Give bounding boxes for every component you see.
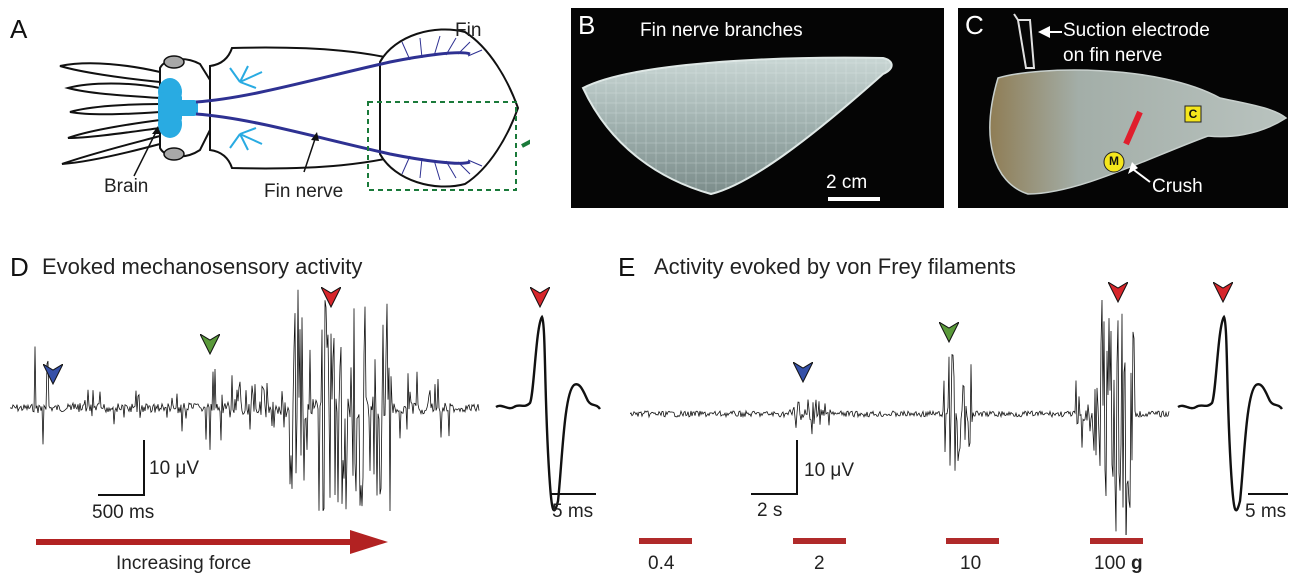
fin-crush-illustration [989,13,1288,195]
panel-d-marker-red [321,287,341,309]
stimulus-bar-10 [946,538,999,544]
panel-e-scale-vertical [796,440,798,495]
panel-e-scale-voltage: 10 μV [804,460,855,481]
electrode-label-line2: on fin nerve [1063,45,1163,66]
crush-label: Crush [1152,176,1203,197]
panel-d-recording [10,289,480,512]
panel-b-scale-label: 2 cm [826,172,868,193]
stimulus-label-2: 2 [814,553,825,574]
panel-e-marker-blue [793,362,813,384]
squid-eye-top [163,55,185,69]
panel-d-scale-vertical [143,440,145,496]
panel-c-photo [958,8,1288,208]
panel-e-marker-green [939,322,959,344]
stimulus-unit-g: g [1130,553,1143,574]
panel-e-inset-marker-red [1213,282,1233,304]
increasing-force-arrow [36,530,388,554]
panel-e-inset-spike [1177,314,1283,512]
panel-d-inset-marker-red [530,287,550,309]
marker-c-square [1184,105,1202,123]
fin-photo-illustration [581,56,893,196]
brain-shape [158,78,198,138]
marker-m-circle [1103,151,1125,173]
panel-d-scale-voltage: 10 μV [149,458,200,479]
label-fin: Fin [455,20,482,41]
crush-line [1123,110,1143,146]
stimulus-bar-2 [793,538,846,544]
panel-b-letter: B [578,10,596,40]
panel-d-marker-green [200,334,220,356]
panel-d-inset-spike [495,314,601,512]
panel-e-trace-line [630,300,1170,535]
stimulus-label-10: 10 [960,553,982,574]
panel-e-inset-scale-bar [1248,493,1288,495]
fin-nerve-branches [401,35,483,181]
panel-a-letter: A [10,14,28,44]
panel-d-letter: D [10,252,29,282]
panel-d-inset-scale-bar [550,493,596,495]
panel-b-title: Fin nerve branches [640,20,803,41]
suction-electrode [1013,13,1036,69]
panel-e-title: Activity evoked by von Frey filaments [654,254,1016,279]
panel-b-photo [571,8,944,208]
panel-e-spike-waveform [1177,314,1283,512]
stimulus-label-100: 100 g [1094,553,1143,575]
electrode-label-line1: Suction electrode [1063,20,1210,41]
squid-eye-bottom [163,147,185,161]
panel-d-scale-horizontal [98,494,145,496]
marker-c-text: C [1188,107,1198,121]
panel-e-scale-horizontal [751,493,798,495]
panel-b-scale-bar [828,197,880,201]
label-fin-nerve: Fin nerve [264,181,344,202]
label-brain: Brain [104,176,149,197]
panel-e-marker-red [1108,282,1128,304]
panel-d-spike-waveform [495,314,601,512]
zoom-arrow [521,139,530,148]
panel-d-marker-blue [43,364,63,386]
panel-e-inset-scale-time: 5 ms [1245,501,1287,522]
panel-e-letter: E [618,252,636,282]
stimulus-bar-0-4 [639,538,692,544]
panel-d-inset-scale-time: 5 ms [552,501,594,522]
squid-diagram [59,28,530,191]
panel-d-title: Evoked mechanosensory activity [42,254,363,279]
stimulus-bar-100 [1090,538,1143,544]
panel-d-trace-line [10,289,480,512]
zoom-box [367,101,517,191]
panel-e-recording [630,300,1170,535]
panel-d-scale-time: 500 ms [92,502,155,523]
stimulus-label-0-4: 0.4 [648,553,675,574]
squid-arms [59,62,161,165]
squid-fin [379,28,520,188]
stimulus-value-100: 100 [1094,553,1126,574]
marker-m-text: M [1109,154,1119,168]
panel-c-letter: C [965,10,984,40]
stellate-ganglia [229,65,263,151]
increasing-force-label: Increasing force [116,553,252,574]
panel-e-scale-time: 2 s [757,500,783,521]
